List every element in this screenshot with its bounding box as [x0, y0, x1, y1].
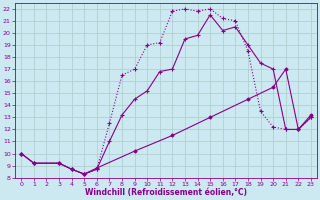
X-axis label: Windchill (Refroidissement éolien,°C): Windchill (Refroidissement éolien,°C) — [85, 188, 247, 197]
